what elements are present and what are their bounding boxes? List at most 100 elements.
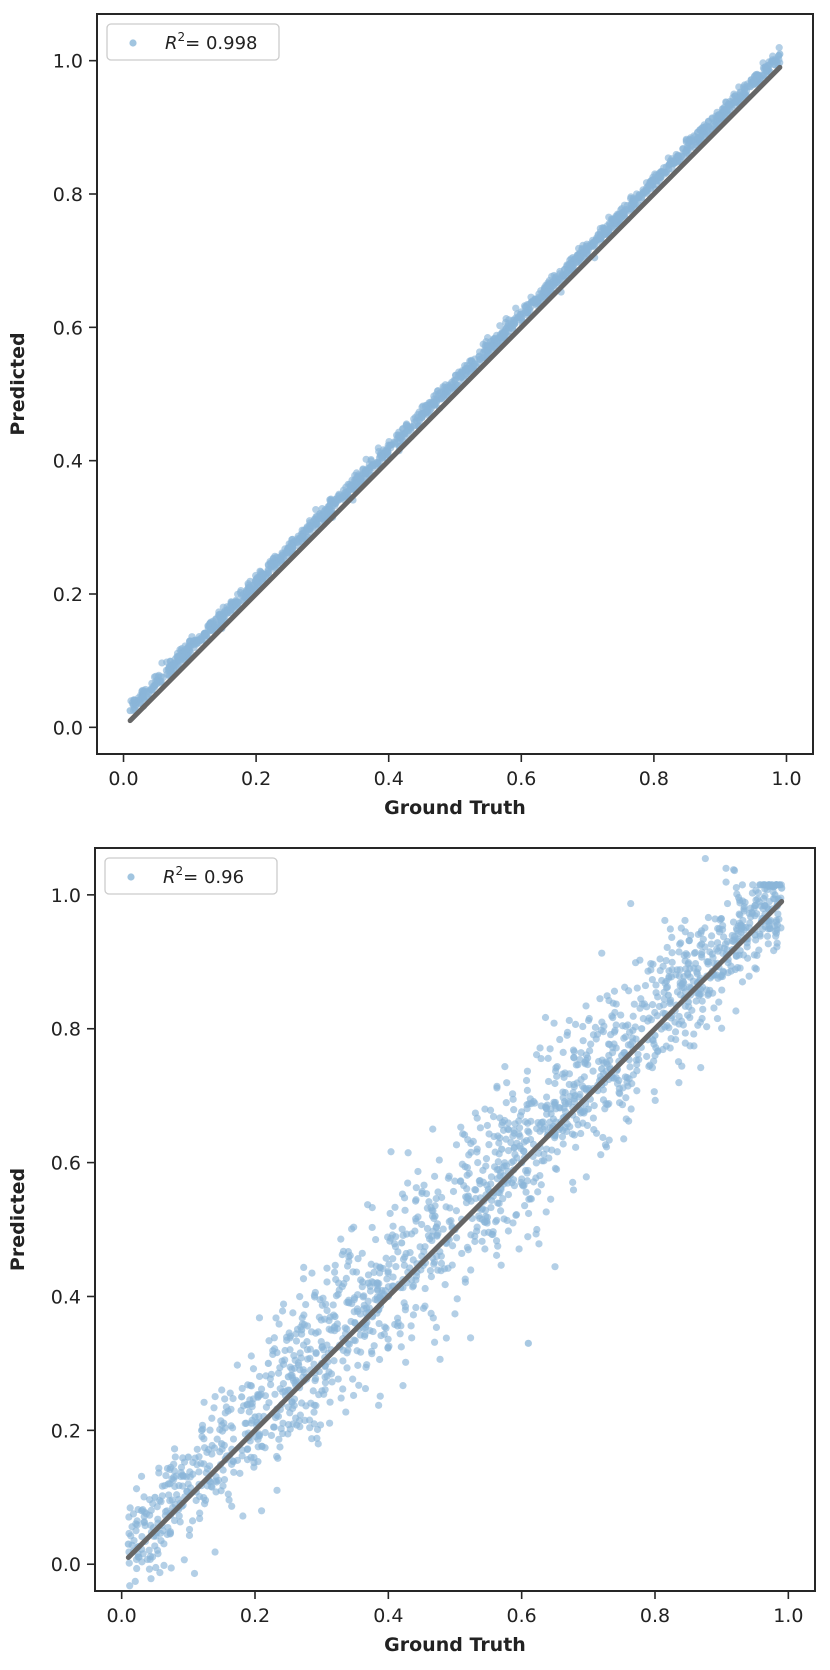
scatter-point xyxy=(182,645,190,653)
scatter-point xyxy=(145,1565,154,1573)
scatter-point xyxy=(696,133,704,141)
scatter-point xyxy=(262,1372,270,1380)
scatter-point xyxy=(267,1431,276,1440)
scatter-point xyxy=(581,1058,589,1066)
scatter-point xyxy=(349,1391,358,1400)
scatter-point xyxy=(368,461,376,470)
scatter-point xyxy=(313,1434,321,1442)
scatter-point xyxy=(493,1251,501,1259)
scatter-point xyxy=(717,914,725,923)
scatter-point xyxy=(296,1293,304,1301)
scatter-point xyxy=(770,883,778,891)
scatter-point xyxy=(644,1017,652,1025)
scatter-point xyxy=(180,1556,188,1564)
scatter-point xyxy=(170,661,178,669)
scatter-point xyxy=(286,1409,294,1417)
scatter-point xyxy=(226,1389,234,1397)
scatter-point xyxy=(331,1261,339,1269)
scatter-point xyxy=(492,1218,500,1226)
scatter-point xyxy=(710,1004,718,1012)
scatter-point xyxy=(676,940,684,948)
scatter-point xyxy=(730,938,738,946)
scatter-point xyxy=(398,431,406,439)
scatter-point xyxy=(521,1202,529,1210)
scatter-point xyxy=(556,1035,564,1044)
scatter-point xyxy=(330,1357,338,1365)
scatter-point xyxy=(553,1072,561,1080)
x-axis-label: Ground Truth xyxy=(384,797,526,819)
scatter-point xyxy=(434,1266,442,1274)
scatter-point xyxy=(185,1531,194,1540)
scatter-point xyxy=(584,1105,592,1113)
scatter-point xyxy=(687,137,695,145)
scatter-point xyxy=(762,67,771,75)
scatter-point xyxy=(766,916,774,924)
scatter-point xyxy=(303,1338,311,1346)
scatter-point xyxy=(145,1546,153,1554)
scatter-point xyxy=(662,957,670,965)
scatter-point xyxy=(635,193,643,201)
legend: R2= 0.998 xyxy=(106,23,280,61)
y-tick-label: 0.2 xyxy=(51,1420,81,1442)
scatter-point xyxy=(643,1052,651,1061)
scatter-point xyxy=(184,1480,192,1488)
scatter-point xyxy=(203,1465,212,1473)
scatter-point xyxy=(139,693,148,701)
scatter-point xyxy=(491,1148,499,1156)
scatter-point xyxy=(404,1149,412,1157)
scatter-point xyxy=(551,1079,559,1088)
scatter-point xyxy=(149,1500,157,1508)
scatter-point xyxy=(590,1102,598,1110)
scatter-point xyxy=(345,1296,353,1304)
scatter-point xyxy=(401,1303,410,1311)
scatter-point xyxy=(311,1288,319,1297)
scatter-point xyxy=(349,1268,357,1276)
scatter-point xyxy=(472,1194,480,1203)
scatter-point xyxy=(272,560,280,568)
scatter-point xyxy=(570,1080,578,1089)
scatter-point xyxy=(192,640,201,648)
scatter-point xyxy=(138,1507,146,1515)
scatter-point xyxy=(323,1372,331,1380)
scatter-point xyxy=(236,1469,244,1477)
scatter-point xyxy=(323,1306,331,1315)
scatter-point xyxy=(302,1300,310,1309)
scatter-point xyxy=(273,1452,281,1461)
scatter-point xyxy=(389,1222,397,1230)
scatter-point xyxy=(408,1334,416,1342)
scatter-point xyxy=(501,1063,509,1071)
scatter-point xyxy=(382,1254,390,1262)
scatter-point xyxy=(151,1493,159,1501)
scatter-point xyxy=(145,690,153,698)
x-tick-label: 0.8 xyxy=(640,1605,670,1627)
scatter-point xyxy=(370,1342,378,1350)
scatter-point xyxy=(706,948,714,956)
scatter-point xyxy=(206,1426,214,1434)
y-tick-label: 0.4 xyxy=(53,451,83,473)
scatter-point xyxy=(629,1012,637,1020)
scatter-point xyxy=(387,1148,395,1156)
y-tick-label: 0.0 xyxy=(53,717,83,739)
scatter-point xyxy=(143,1555,151,1564)
scatter-point xyxy=(247,1352,255,1360)
scatter-point xyxy=(648,1001,657,1009)
scatter-point xyxy=(573,259,581,267)
scatter-point xyxy=(749,881,757,889)
scatter-point xyxy=(553,1062,561,1071)
scatter-point xyxy=(424,1232,433,1240)
scatter-point xyxy=(674,1058,683,1066)
scatter-point xyxy=(244,581,253,589)
scatter-point xyxy=(483,1219,491,1227)
x-tick-label: 0.2 xyxy=(241,768,271,790)
scatter-point xyxy=(536,1044,544,1052)
scatter-point xyxy=(544,1077,553,1086)
scatter-point xyxy=(668,933,676,942)
scatter-point xyxy=(538,1118,546,1127)
scatter-point xyxy=(167,1463,175,1471)
scatter-point xyxy=(175,1512,183,1520)
scatter-point xyxy=(564,267,572,275)
y-tick-label: 0.6 xyxy=(53,317,83,339)
scatter-point xyxy=(428,1207,436,1215)
scatter-point xyxy=(513,1139,521,1147)
